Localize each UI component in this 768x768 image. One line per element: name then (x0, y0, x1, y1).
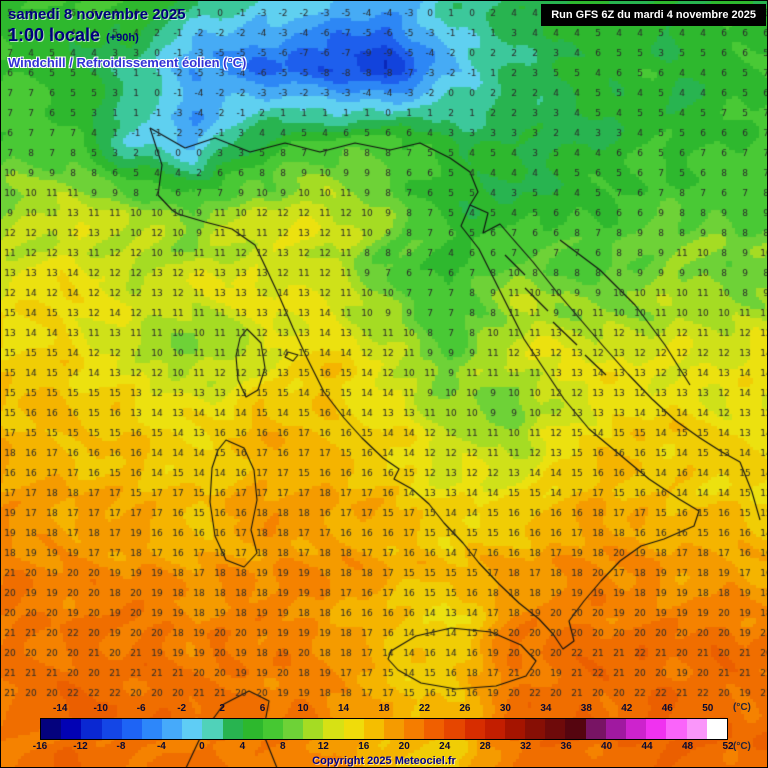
colorbar-cell (121, 719, 142, 739)
colorbar-cell (464, 719, 485, 739)
colorbar-cell (383, 719, 405, 739)
colorbar-cell (686, 719, 707, 739)
colorbar-tick-label: 14 (337, 703, 350, 714)
colorbar-tick-label: 6 (259, 703, 266, 714)
colorbar-tick-label: -12 (73, 741, 88, 752)
colorbar-tick-label: 52 (722, 741, 734, 752)
colorbar-tick-label: 48 (681, 741, 694, 752)
colorbar-cell (666, 719, 687, 739)
colorbar-tick-label: 4 (239, 741, 246, 752)
colorbar-cell (484, 719, 505, 739)
colorbar-cell (343, 719, 364, 739)
colorbar-cell (222, 719, 243, 739)
colorbar-cell (565, 719, 586, 739)
temperature-colorbar (40, 718, 728, 740)
colorbar-tick-label: 16 (358, 741, 370, 752)
colorbar-tick-label: -4 (156, 741, 166, 752)
colorbar-cell (585, 719, 606, 739)
colorbar-tick-label: -6 (136, 703, 146, 714)
colorbar-tick-label: 40 (601, 741, 613, 752)
colorbar-cell (262, 719, 284, 739)
colorbar-tick-label: 18 (378, 703, 390, 714)
colorbar-tick-label: 8 (280, 741, 286, 752)
colorbar-cell (303, 719, 324, 739)
colorbar-cell (41, 719, 62, 739)
colorbar-unit-top: (°C) (733, 702, 751, 713)
colorbar-tick-label: 28 (479, 741, 491, 752)
colorbar-cell (101, 719, 122, 739)
colorbar-cell (504, 719, 526, 739)
forecast-date: samedi 8 novembre 2025 (8, 6, 186, 23)
map-header: samedi 8 novembre 2025 1:00 locale (+90h)… (8, 6, 246, 70)
colorbar-tick-label: 50 (702, 703, 714, 714)
colorbar-cell (81, 719, 102, 739)
colorbar-tick-label: 38 (580, 703, 592, 714)
colorbar-cell (141, 719, 163, 739)
colorbar-tick-label: 2 (219, 703, 225, 714)
model-run-info: Run GFS 6Z du mardi 4 novembre 2025 (541, 4, 766, 26)
colorbar-tick-label: 36 (560, 741, 572, 752)
colorbar-tick-label: 12 (317, 741, 329, 752)
forecast-time-line: 1:00 locale (+90h) (8, 25, 246, 46)
copyright-notice: Copyright 2025 Meteociel.fr (312, 755, 456, 767)
colorbar-tick-label: 34 (540, 703, 552, 714)
colorbar-cell (424, 719, 445, 739)
colorbar-cell (525, 719, 546, 739)
colorbar-tick-label: 26 (459, 703, 471, 714)
colorbar-tick-label: 42 (621, 703, 633, 714)
colorbar-tick-label: 44 (641, 741, 653, 752)
colorbar-cell (162, 719, 183, 739)
variable-label: Windchill / Refroidissement éolien (°C) (8, 55, 247, 70)
colorbar-tick-label: -14 (53, 703, 68, 714)
colorbar-unit-bottom: (°C) (733, 741, 751, 752)
colorbar-cell (605, 719, 626, 739)
colorbar-tick-label: -10 (93, 703, 108, 714)
colorbar-tick-label: 20 (398, 741, 410, 752)
colorbar-cell (404, 719, 425, 739)
colorbar-tick-label: 10 (297, 703, 309, 714)
colorbar-cell (182, 719, 203, 739)
colorbar-cell (625, 719, 647, 739)
colorbar-tick-label: -16 (32, 741, 48, 752)
forecast-local-time: 1:00 locale (8, 25, 101, 45)
colorbar-cell (363, 719, 384, 739)
colorbar-tick-label: 30 (499, 703, 511, 714)
colorbar-cell (323, 719, 344, 739)
colorbar-cell (242, 719, 263, 739)
colorbar-tick-label: -2 (177, 703, 187, 714)
colorbar-cell (444, 719, 465, 739)
colorbar-tick-label: 0 (199, 741, 205, 752)
colorbar-cell (283, 719, 304, 739)
colorbar-cell (545, 719, 566, 739)
colorbar-tick-label: 32 (520, 741, 532, 752)
colorbar-cell (646, 719, 667, 739)
colorbar-cell (61, 719, 82, 739)
colorbar-tick-label: 24 (439, 741, 451, 752)
colorbar-cell (202, 719, 223, 739)
colorbar-cell (706, 719, 727, 739)
colorbar-tick-label: 46 (661, 703, 673, 714)
colorbar-tick-label: 22 (418, 703, 431, 714)
colorbar-tick-label: -8 (116, 741, 126, 752)
forecast-hour-offset: (+90h) (106, 32, 139, 44)
